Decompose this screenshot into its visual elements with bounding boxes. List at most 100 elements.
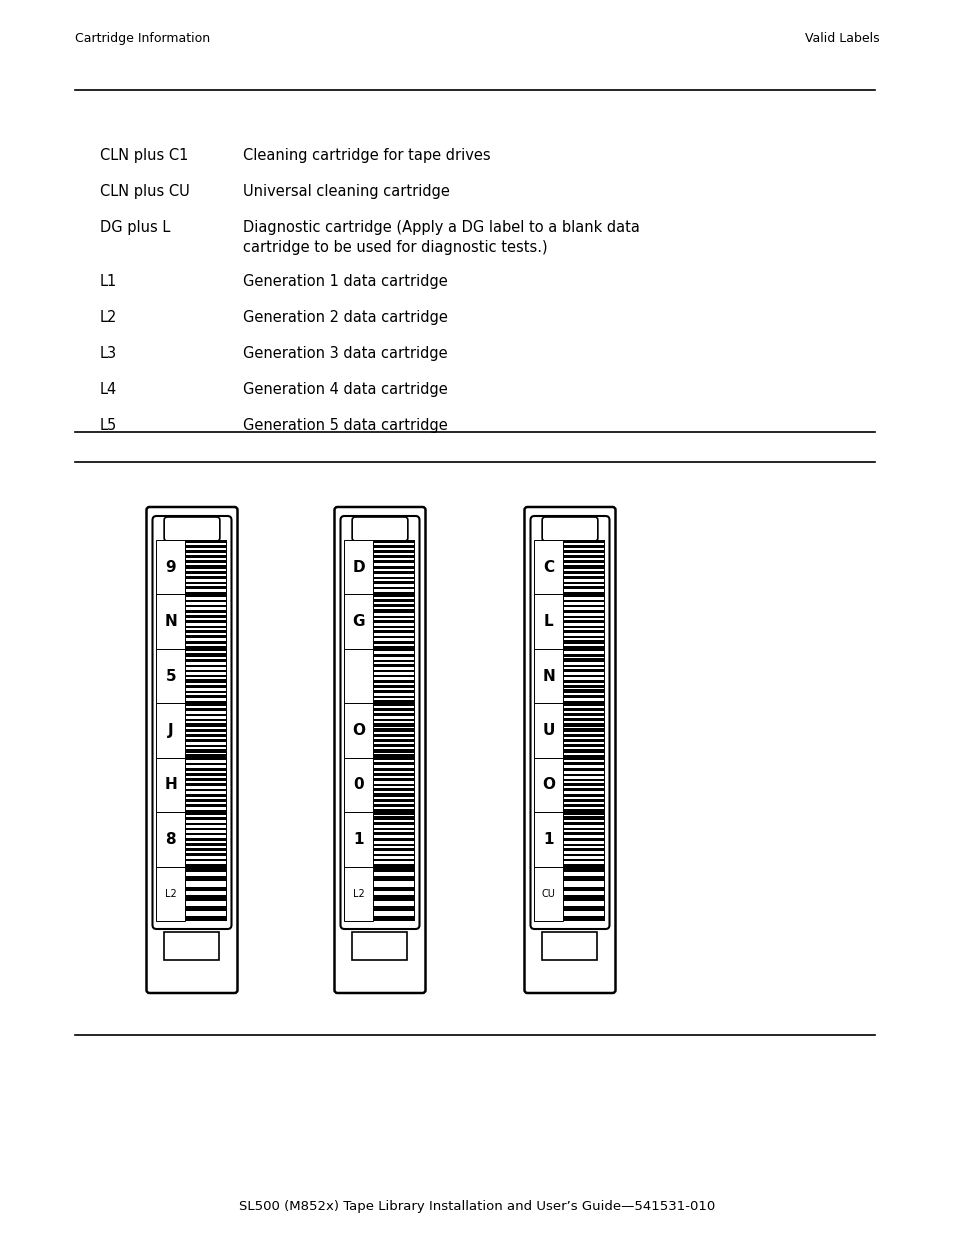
- Bar: [156, 813, 185, 867]
- Bar: [186, 651, 226, 653]
- Text: Generation 5 data cartridge: Generation 5 data cartridge: [243, 417, 447, 433]
- Bar: [563, 846, 604, 847]
- Bar: [534, 648, 562, 703]
- Bar: [563, 688, 604, 689]
- Bar: [186, 574, 226, 576]
- Bar: [563, 548, 604, 550]
- Bar: [186, 851, 226, 853]
- Bar: [563, 872, 604, 877]
- Bar: [374, 820, 414, 823]
- Bar: [563, 892, 604, 895]
- Bar: [185, 648, 227, 703]
- Bar: [563, 716, 604, 719]
- Bar: [563, 651, 604, 655]
- Bar: [563, 662, 604, 664]
- Bar: [563, 568, 604, 572]
- Text: L2: L2: [165, 889, 176, 899]
- FancyBboxPatch shape: [152, 516, 232, 929]
- Bar: [374, 882, 414, 887]
- Bar: [185, 703, 227, 758]
- FancyBboxPatch shape: [530, 516, 609, 929]
- Bar: [374, 662, 414, 664]
- Bar: [186, 579, 226, 582]
- Bar: [563, 683, 604, 685]
- Bar: [374, 629, 414, 630]
- Bar: [186, 742, 226, 745]
- Bar: [186, 706, 226, 708]
- Bar: [563, 643, 604, 646]
- Bar: [186, 613, 226, 615]
- Bar: [563, 574, 604, 576]
- Bar: [374, 603, 414, 604]
- Bar: [374, 851, 414, 853]
- Text: G: G: [352, 614, 365, 629]
- Bar: [563, 752, 604, 756]
- Bar: [563, 629, 604, 630]
- Bar: [563, 761, 604, 762]
- Bar: [562, 648, 605, 703]
- Bar: [374, 688, 414, 689]
- Bar: [563, 792, 604, 794]
- Bar: [563, 706, 604, 708]
- Text: cartridge to be used for diagnostic tests.): cartridge to be used for diagnostic test…: [243, 240, 547, 254]
- Bar: [374, 861, 414, 864]
- Bar: [156, 648, 185, 703]
- Bar: [186, 766, 226, 768]
- Bar: [186, 721, 226, 724]
- Bar: [186, 856, 226, 858]
- Bar: [374, 797, 414, 799]
- Bar: [186, 835, 226, 837]
- Bar: [563, 597, 604, 600]
- Bar: [562, 540, 605, 594]
- Bar: [563, 851, 604, 853]
- Bar: [563, 589, 604, 592]
- Text: L5: L5: [100, 417, 117, 433]
- FancyBboxPatch shape: [340, 516, 419, 929]
- Bar: [374, 706, 414, 709]
- Bar: [374, 651, 414, 655]
- FancyBboxPatch shape: [541, 517, 598, 541]
- Bar: [186, 683, 226, 685]
- Bar: [374, 841, 414, 844]
- Bar: [563, 841, 604, 844]
- Bar: [563, 737, 604, 739]
- Text: D: D: [352, 559, 365, 574]
- Bar: [563, 618, 604, 620]
- Bar: [374, 752, 414, 755]
- Bar: [374, 558, 414, 561]
- Bar: [186, 825, 226, 827]
- Bar: [563, 742, 604, 745]
- Bar: [563, 771, 604, 773]
- Bar: [374, 726, 414, 729]
- Text: Valid Labels: Valid Labels: [804, 32, 879, 44]
- Text: CLN plus CU: CLN plus CU: [100, 184, 190, 199]
- FancyBboxPatch shape: [352, 517, 408, 541]
- Bar: [186, 792, 226, 794]
- Bar: [374, 846, 414, 847]
- Bar: [374, 872, 414, 877]
- Bar: [344, 703, 373, 758]
- Bar: [563, 563, 604, 566]
- Bar: [563, 766, 604, 768]
- Bar: [563, 797, 604, 799]
- Bar: [186, 781, 226, 783]
- Bar: [186, 806, 226, 810]
- Bar: [374, 698, 414, 700]
- Text: 8: 8: [165, 832, 175, 847]
- Bar: [374, 574, 414, 577]
- Text: H: H: [164, 777, 177, 793]
- Bar: [186, 603, 226, 605]
- Bar: [374, 693, 414, 697]
- Bar: [186, 542, 226, 545]
- Bar: [563, 711, 604, 713]
- Bar: [563, 693, 604, 695]
- Text: 1: 1: [543, 832, 554, 847]
- Bar: [186, 911, 226, 915]
- Bar: [374, 643, 414, 646]
- Bar: [186, 752, 226, 755]
- Bar: [186, 688, 226, 690]
- Bar: [563, 781, 604, 783]
- Bar: [374, 732, 414, 734]
- Bar: [374, 622, 414, 626]
- Bar: [563, 553, 604, 556]
